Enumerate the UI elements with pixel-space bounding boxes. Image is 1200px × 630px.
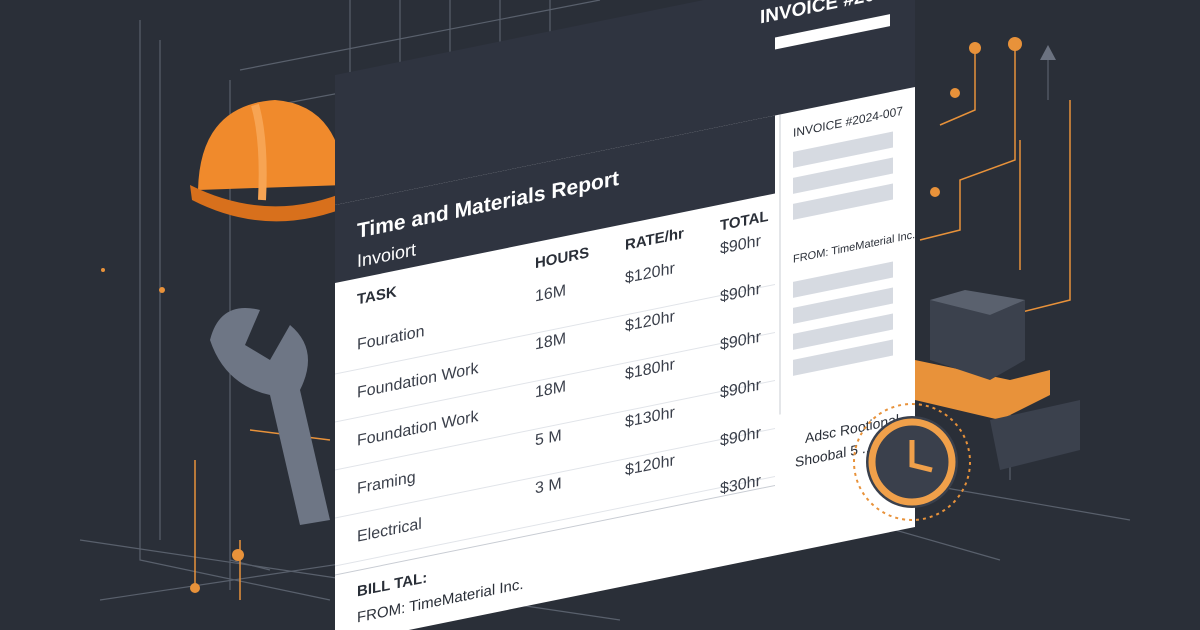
clock-icon: [853, 403, 971, 521]
row-rule: [335, 283, 775, 375]
document-header: [335, 115, 775, 283]
row-rule: [335, 379, 775, 471]
hours-cell: 3 M: [535, 474, 562, 497]
back-panel: [335, 0, 915, 215]
wrench-icon: [210, 308, 330, 525]
banner-bar: [775, 14, 890, 50]
row-rule: [335, 331, 775, 423]
invoice-document: INVOICE #2024-007 Time and Materials Rep…: [335, 0, 934, 630]
blocks-icon: [915, 290, 1080, 470]
hard-hat-icon: [190, 100, 352, 222]
row-rule: [335, 475, 775, 567]
footer-rule: [335, 484, 775, 576]
side-bars: [793, 131, 893, 376]
row-rule: [335, 427, 775, 519]
hours-cell: 5 M: [535, 426, 562, 449]
